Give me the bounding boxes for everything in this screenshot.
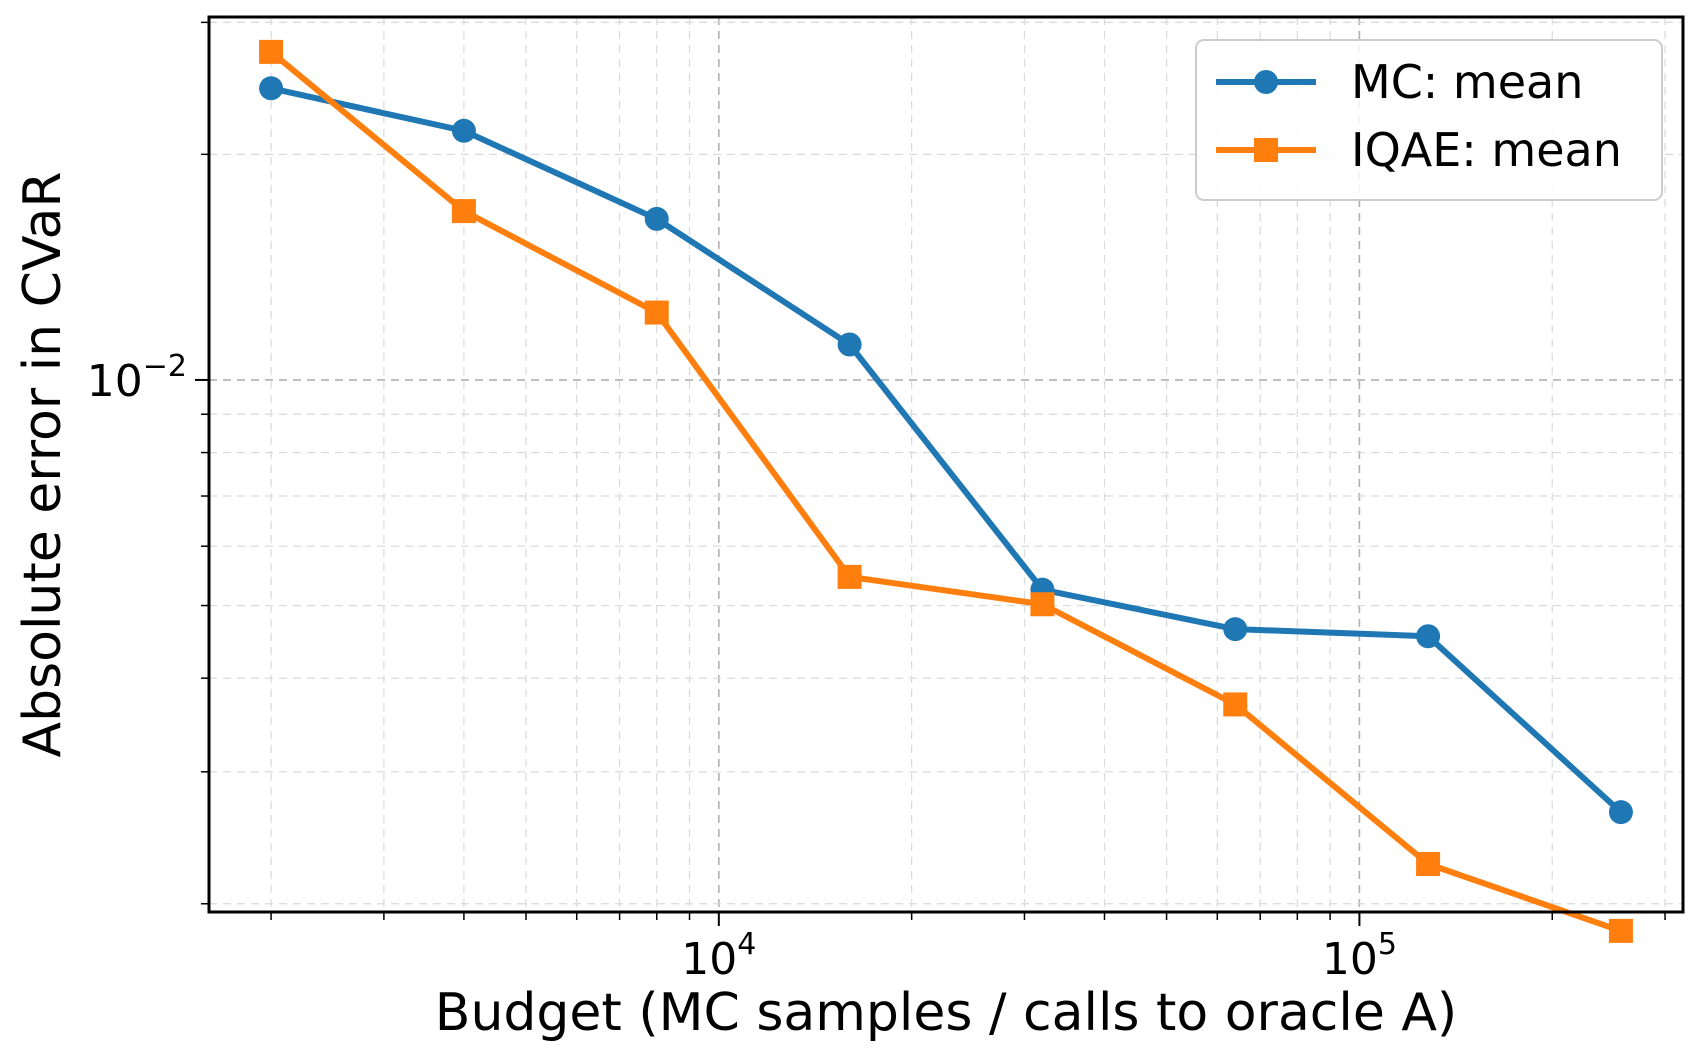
legend-marker bbox=[1254, 138, 1278, 162]
data-point bbox=[259, 76, 284, 101]
series-layer bbox=[259, 39, 1633, 943]
legend-item: MC: mean bbox=[1216, 55, 1583, 109]
legend-item: IQAE: mean bbox=[1216, 123, 1622, 177]
x-tick-label: 105 bbox=[1322, 927, 1397, 985]
data-point bbox=[1223, 692, 1248, 717]
series-mc bbox=[259, 76, 1633, 825]
y-axis-label: Absolute error in CVaR bbox=[13, 172, 73, 758]
data-point bbox=[1608, 918, 1633, 943]
grid bbox=[209, 17, 1683, 912]
x-tick-label: 104 bbox=[681, 927, 756, 985]
axis-ticks: 104 105 10−2 bbox=[87, 21, 1666, 985]
legend-label: MC: mean bbox=[1351, 55, 1583, 109]
legend-marker bbox=[1254, 70, 1278, 94]
data-point bbox=[1223, 617, 1248, 642]
x-axis-label: Budget (MC samples / calls to oracle A) bbox=[435, 983, 1457, 1043]
data-point bbox=[451, 199, 476, 224]
legend-label: IQAE: mean bbox=[1351, 123, 1622, 177]
data-point bbox=[837, 564, 862, 589]
data-point bbox=[644, 300, 669, 325]
data-point bbox=[1030, 592, 1055, 617]
data-point bbox=[259, 39, 284, 64]
data-point bbox=[1416, 624, 1441, 649]
legend: MC: mean IQAE: mean bbox=[1195, 39, 1663, 201]
series-iqae bbox=[259, 39, 1633, 943]
data-point bbox=[1416, 851, 1441, 876]
data-point bbox=[1608, 800, 1633, 825]
series-line bbox=[269, 49, 1622, 934]
data-point bbox=[837, 332, 862, 357]
series-line bbox=[270, 85, 1623, 815]
data-point bbox=[451, 118, 476, 143]
y-tick-label: 10−2 bbox=[87, 349, 187, 407]
plot-frame bbox=[207, 15, 1685, 914]
data-point bbox=[644, 206, 669, 231]
